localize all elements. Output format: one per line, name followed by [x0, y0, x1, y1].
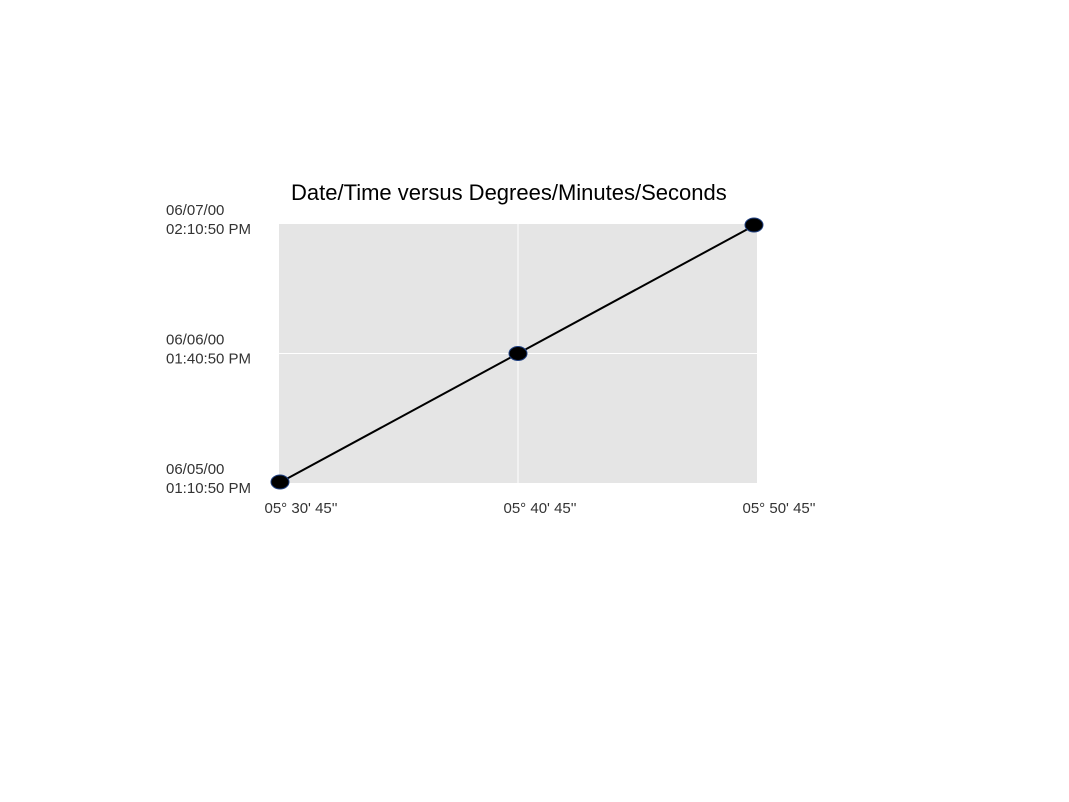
y-tick-time: 01:40:50 PM: [166, 351, 251, 368]
y-tick-date: 06/07/00: [166, 202, 224, 219]
x-tick-label: 05° 50' 45'': [743, 500, 816, 517]
chart-title: Date/Time versus Degrees/Minutes/Seconds: [291, 180, 727, 205]
data-point: [270, 474, 290, 490]
series-layer: [270, 217, 764, 490]
y-tick-time: 01:10:50 PM: [166, 480, 251, 497]
y-tick-time: 02:10:50 PM: [166, 221, 251, 238]
y-tick-date: 06/05/00: [166, 461, 224, 478]
x-tick-label: 05° 40' 45'': [504, 500, 577, 517]
data-point: [508, 346, 528, 361]
x-axis-ticks: 05° 30' 45'' 05° 40' 45'' 05° 50' 45'': [265, 500, 816, 517]
x-tick-label: 05° 30' 45'': [265, 500, 338, 517]
y-tick-date: 06/06/00: [166, 332, 224, 349]
y-tick-label: 06/05/00 01:10:50 PM: [166, 461, 251, 497]
y-tick-label: 06/07/00 02:10:50 PM: [166, 202, 251, 238]
y-tick-label: 06/06/00 01:40:50 PM: [166, 332, 251, 368]
data-point: [744, 217, 764, 233]
